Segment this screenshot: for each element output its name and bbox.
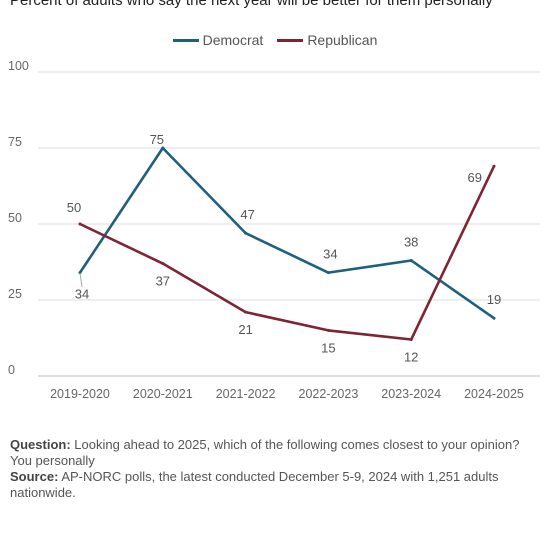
y-tick-label-50: 50 xyxy=(8,211,22,225)
data-label-democrat-2: 47 xyxy=(240,207,254,222)
series-line-republican xyxy=(78,164,496,341)
legend-label-republican: Republican xyxy=(307,32,378,48)
data-point-democrat-1 xyxy=(161,146,165,150)
chart-subtitle: Percent of adults who say the next year … xyxy=(10,0,493,9)
series-line-democrat xyxy=(78,146,496,320)
label-connector-democrat-0 xyxy=(79,272,83,288)
question-text: Looking ahead to 2025, which of the foll… xyxy=(10,437,520,468)
legend-item-republican: Republican xyxy=(277,32,377,48)
data-point-democrat-2 xyxy=(244,231,248,235)
legend-swatch-republican xyxy=(277,38,304,42)
x-tick-label-2019-2020: 2019-2020 xyxy=(50,387,110,401)
data-label-republican-4: 12 xyxy=(404,350,418,365)
y-tick-label-100: 100 xyxy=(8,59,29,73)
question-label: Question: xyxy=(10,437,71,452)
data-label-democrat-5: 19 xyxy=(487,292,501,307)
x-tick-label-2023-2024: 2023-2024 xyxy=(381,387,441,401)
question-note: Question: Looking ahead to 2025, which o… xyxy=(10,437,540,469)
chart-legend: Democrat Republican xyxy=(0,32,550,48)
data-label-democrat-1: 75 xyxy=(150,132,164,147)
data-label-republican-2: 21 xyxy=(238,322,252,337)
data-label-democrat-4: 38 xyxy=(404,234,418,249)
legend-label-democrat: Democrat xyxy=(202,32,264,48)
x-tick-label-2021-2022: 2021-2022 xyxy=(216,387,276,401)
source-text: AP-NORC polls, the latest conducted Dece… xyxy=(10,469,499,500)
data-label-democrat-0: 34 xyxy=(75,287,89,302)
y-tick-label-0: 0 xyxy=(8,363,15,377)
data-point-republican-0 xyxy=(78,222,82,226)
data-label-republican-5: 69 xyxy=(468,170,482,185)
source-note: Source: AP-NORC polls, the latest conduc… xyxy=(10,469,540,501)
data-point-republican-5 xyxy=(492,164,496,168)
chart-notes: Question: Looking ahead to 2025, which o… xyxy=(10,437,540,501)
legend-item-democrat: Democrat xyxy=(172,32,264,48)
line-chart: 0 25 50 75 100 2019-2020 2020-2021 2021-2022 202… xyxy=(8,59,540,401)
data-label-republican-3: 15 xyxy=(321,340,335,355)
x-tick-label-2024-2025: 2024-2025 xyxy=(464,387,524,401)
y-tick-label-25: 25 xyxy=(8,287,22,301)
y-tick-label-75: 75 xyxy=(8,135,22,149)
data-point-republican-1 xyxy=(161,262,165,266)
data-point-democrat-4 xyxy=(409,258,413,262)
data-point-democrat-5 xyxy=(492,316,496,320)
data-point-republican-2 xyxy=(244,310,248,314)
x-tick-label-2020-2021: 2020-2021 xyxy=(133,387,193,401)
data-point-republican-4 xyxy=(409,338,413,342)
legend-swatch-democrat xyxy=(172,38,199,42)
data-point-democrat-0 xyxy=(78,271,82,275)
data-point-democrat-3 xyxy=(326,271,330,275)
data-label-democrat-3: 34 xyxy=(323,247,337,262)
data-point-republican-3 xyxy=(326,328,330,332)
data-label-republican-0: 50 xyxy=(67,200,81,215)
source-label: Source: xyxy=(10,469,59,484)
x-tick-label-2022-2023: 2022-2023 xyxy=(299,387,359,401)
data-label-republican-1: 37 xyxy=(156,274,170,289)
